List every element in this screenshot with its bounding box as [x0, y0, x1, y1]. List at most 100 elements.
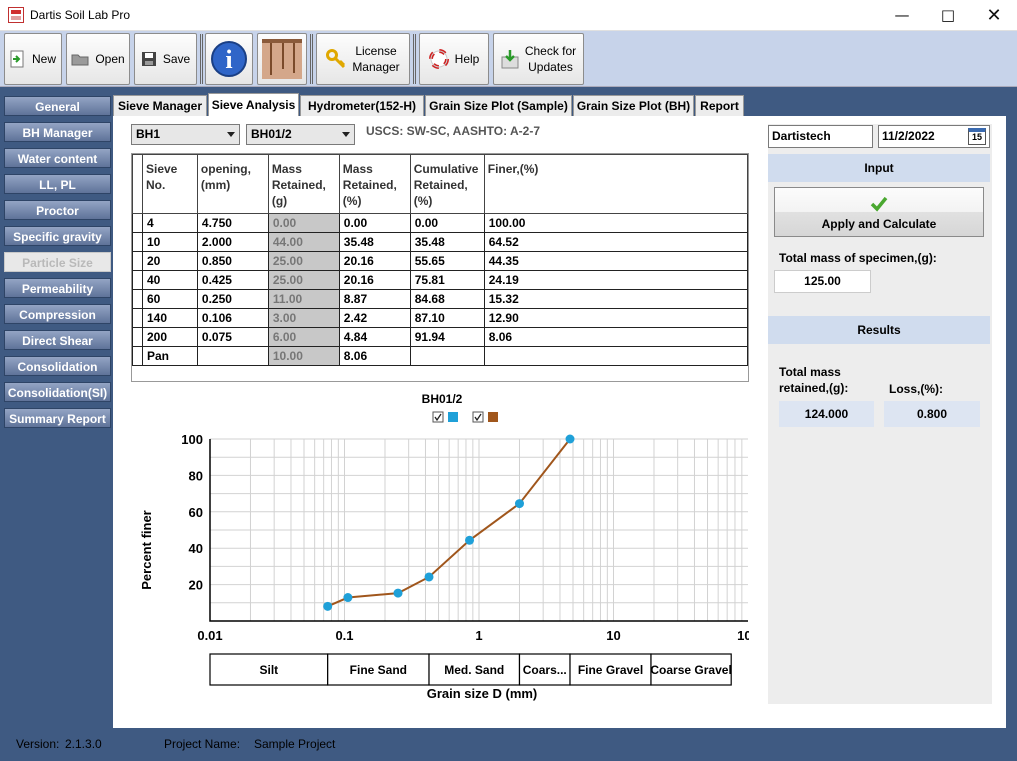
sidebar-item[interactable]: Consolidation(SI) [4, 382, 111, 402]
legend-checkbox[interactable] [432, 411, 444, 423]
data-point[interactable] [514, 499, 524, 509]
sidebar-item[interactable]: General [4, 96, 111, 116]
tab[interactable]: Sieve Analysis [208, 93, 299, 117]
toolbar: New Open Save i License Manager Help Che… [0, 31, 1017, 87]
checkmark-icon [775, 196, 983, 214]
row-selector[interactable] [132, 232, 143, 252]
sidebar-item[interactable]: Particle Size [4, 252, 111, 272]
data-point[interactable] [343, 593, 353, 603]
data-point[interactable] [323, 601, 333, 611]
table-cell: 15.32 [483, 289, 748, 309]
table-row[interactable]: 10 2.000 44.00 35.48 35.48 64.52 [132, 232, 748, 252]
new-button[interactable]: New [4, 33, 62, 85]
apply-calculate-button[interactable]: Apply and Calculate [774, 187, 984, 237]
save-button[interactable]: Save [134, 33, 197, 85]
row-selector[interactable] [132, 308, 143, 328]
table-cell[interactable]: 44.00 [267, 232, 340, 252]
total-mass-label: Total mass of specimen,(g): [779, 251, 937, 265]
maximize-button[interactable]: □ [940, 6, 956, 24]
row-selector[interactable] [132, 270, 143, 290]
tab[interactable]: Report [695, 95, 744, 116]
app-logo-icon [8, 7, 24, 23]
row-selector[interactable] [132, 213, 143, 233]
svg-text:i: i [225, 45, 232, 74]
data-point[interactable] [424, 572, 434, 582]
table-cell: 8.87 [338, 289, 411, 309]
sidebar-item[interactable]: Consolidation [4, 356, 111, 376]
column-header[interactable]: Sieve No. [141, 154, 198, 214]
sidebar-item[interactable]: Proctor [4, 200, 111, 220]
table-cell: 44.35 [483, 251, 748, 271]
mass-retained-label: Total mass retained,(g): [779, 365, 849, 395]
minimize-button[interactable]: — [894, 6, 910, 24]
open-button[interactable]: Open [66, 33, 130, 85]
data-point[interactable] [393, 588, 403, 598]
sidebar-item[interactable]: Summary Report [4, 408, 111, 428]
check-updates-button[interactable]: Check for Updates [493, 33, 584, 85]
table-row[interactable]: Pan 10.00 8.06 [132, 346, 748, 366]
column-header[interactable]: Mass Retained, (g) [267, 154, 340, 214]
table-cell: 100.00 [483, 213, 748, 233]
sidebar-item[interactable]: Compression [4, 304, 111, 324]
close-button[interactable]: ✕ [986, 5, 1002, 26]
table-row[interactable]: 40 0.425 25.00 20.16 75.81 24.19 [132, 270, 748, 290]
column-header[interactable]: Cumulative Retained, (%) [409, 154, 485, 214]
table-cell: 8.06 [338, 346, 411, 366]
tab[interactable]: Grain Size Plot (Sample) [425, 95, 572, 116]
chevron-down-icon [227, 132, 235, 137]
table-cell[interactable]: 11.00 [267, 289, 340, 309]
column-header[interactable]: opening, (mm) [196, 154, 269, 214]
table-row[interactable]: 60 0.250 11.00 8.87 84.68 15.32 [132, 289, 748, 309]
row-selector[interactable] [132, 327, 143, 347]
help-button[interactable]: Help [419, 33, 489, 85]
table-row[interactable]: 20 0.850 25.00 20.16 55.65 44.35 [132, 251, 748, 271]
table-row[interactable]: 4 4.750 0.00 0.00 0.00 100.00 [132, 213, 748, 233]
borehole-log-button[interactable] [257, 33, 307, 85]
tab[interactable]: Sieve Manager [113, 95, 207, 116]
sidebar-item[interactable]: Direct Shear [4, 330, 111, 350]
table-cell[interactable]: 10.00 [267, 346, 340, 366]
input-header: Input [768, 154, 990, 182]
project-label: Project Name: [164, 737, 241, 751]
table-cell: 60 [141, 289, 198, 309]
download-icon [501, 49, 519, 69]
row-selector[interactable] [132, 251, 143, 271]
soil-band-label: Fine Gravel [578, 663, 643, 677]
table-cell: 24.19 [483, 270, 748, 290]
sidebar-item[interactable]: BH Manager [4, 122, 111, 142]
row-selector[interactable] [132, 289, 143, 309]
table-cell[interactable]: 25.00 [267, 251, 340, 271]
chart-title: BH01/2 [422, 392, 463, 406]
table-row[interactable]: 200 0.075 6.00 4.84 91.94 8.06 [132, 327, 748, 347]
sidebar-item[interactable]: Permeability [4, 278, 111, 298]
soil-band [209, 653, 329, 686]
content-area: Sieve Manager Sieve Analysis Hydrometer(15… [113, 93, 1006, 728]
calendar-icon[interactable]: 15 [968, 128, 986, 145]
table-cell: 8.06 [483, 327, 748, 347]
user-field[interactable]: Dartistech [768, 125, 873, 148]
table-cell[interactable]: 25.00 [267, 270, 340, 290]
sidebar-item[interactable]: LL, PL [4, 174, 111, 194]
data-point[interactable] [465, 535, 475, 545]
key-icon [326, 49, 346, 69]
total-mass-input[interactable]: 125.00 [774, 270, 871, 293]
table-cell[interactable]: 3.00 [267, 308, 340, 328]
table-cell[interactable]: 6.00 [267, 327, 340, 347]
tab[interactable]: Grain Size Plot (BH) [573, 95, 694, 116]
tab[interactable]: Hydrometer(152-H) [300, 95, 424, 116]
date-picker[interactable]: 11/2/2022 15 [878, 125, 990, 148]
table-row[interactable]: 140 0.106 3.00 2.42 87.10 12.90 [132, 308, 748, 328]
column-header[interactable]: Mass Retained, (%) [338, 154, 411, 214]
legend-checkbox[interactable] [472, 411, 484, 423]
row-selector[interactable] [132, 346, 143, 366]
sample-select[interactable]: BH01/2 [246, 124, 355, 145]
x-tick-label: 0.01 [197, 628, 222, 643]
table-cell[interactable]: 0.00 [267, 213, 340, 233]
borehole-select[interactable]: BH1 [131, 124, 240, 145]
license-manager-button[interactable]: License Manager [316, 33, 410, 85]
about-button[interactable]: i [205, 33, 253, 85]
sidebar-item[interactable]: Water content [4, 148, 111, 168]
data-point[interactable] [565, 434, 575, 444]
column-header[interactable]: Finer,(%) [483, 154, 748, 214]
sidebar-item[interactable]: Specific gravity [4, 226, 111, 246]
